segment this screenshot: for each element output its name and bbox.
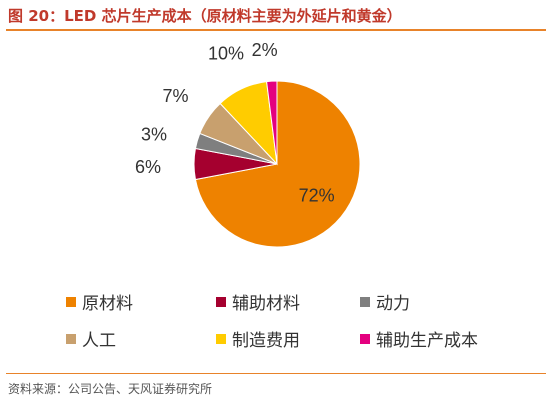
legend-label-auxiliary-material: 辅助材料 <box>232 294 300 314</box>
legend-item-power: 动力 <box>360 289 410 314</box>
legend-swatch-auxiliary-material <box>216 296 226 307</box>
legend-swatch-labor <box>66 333 76 344</box>
pie-label-auxiliary-production-cost: 2% <box>252 40 278 60</box>
top-rule <box>6 29 546 31</box>
legend-swatch-manufacturing-expense <box>216 333 226 344</box>
legend-item-auxiliary-production-cost: 辅助生产成本 <box>360 326 478 351</box>
legend-label-manufacturing-expense: 制造费用 <box>232 331 300 351</box>
source-note: 资料来源：公司公告、天风证券研究所 <box>8 382 213 396</box>
legend-label-power: 动力 <box>376 294 410 314</box>
pie-label-auxiliary-material: 6% <box>135 157 161 177</box>
legend-item-manufacturing-expense: 制造费用 <box>216 326 300 351</box>
legend-label-labor: 人工 <box>82 331 116 351</box>
pie-label-raw-material: 72% <box>299 186 335 206</box>
figure-title: 图 20：LED 芯片生产成本（原材料主要为外延片和黄金） <box>8 7 402 25</box>
legend-item-auxiliary-material: 辅助材料 <box>216 289 300 314</box>
legend-swatch-auxiliary-production-cost <box>360 333 370 344</box>
legend-label-raw-material: 原材料 <box>82 294 133 314</box>
legend-item-labor: 人工 <box>66 326 116 351</box>
pie-slice-raw-material <box>194 80 361 248</box>
bottom-rule <box>6 373 546 374</box>
legend-swatch-raw-material <box>66 296 76 307</box>
pie-slice-auxiliary-production-cost <box>266 80 278 165</box>
pie-chart-svg: 72% 6% 3% 7% 10% 2% <box>135 40 361 248</box>
legend-item-raw-material: 原材料 <box>66 289 133 314</box>
pie-chart: 72% 6% 3% 7% 10% 2% <box>0 40 554 290</box>
pie-label-manufacturing-expense: 10% <box>208 43 244 63</box>
pie-label-labor: 7% <box>162 86 188 106</box>
legend-swatch-power <box>360 296 370 307</box>
legend-label-auxiliary-production-cost: 辅助生产成本 <box>376 331 478 351</box>
pie-label-power: 3% <box>141 125 167 145</box>
